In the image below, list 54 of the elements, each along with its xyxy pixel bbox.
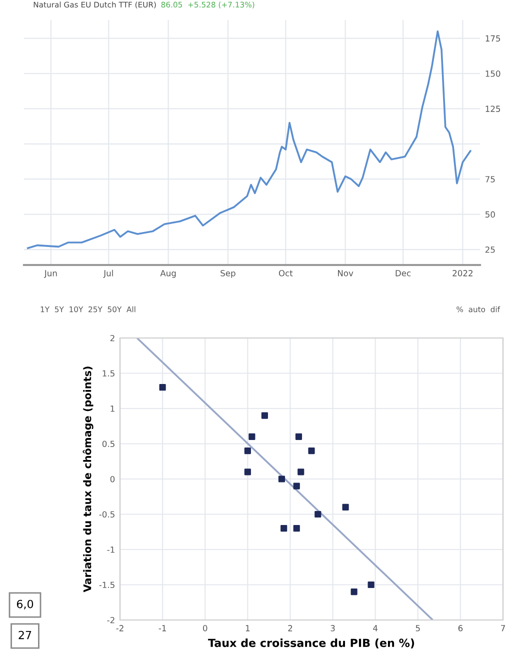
y-tick-label: 50 [486,211,495,218]
x-tick-label: 1 [246,625,250,632]
point [308,448,315,454]
point [261,412,268,419]
point [278,476,286,482]
point [280,525,288,532]
x-tick-label: Jun [44,270,57,278]
y-tick-label: 150 [486,70,500,77]
y-tick-label: -1.5 [99,582,114,588]
x-tick-label: -1 [158,625,166,632]
y-tick-label: 1.5 [102,370,114,377]
y-tick-label: 125 [486,106,500,112]
point [244,468,251,476]
point [350,588,358,596]
text: 27 [18,630,32,640]
point [295,433,302,440]
y-tick-label: 25 [485,246,495,253]
x-tick-label: 2022 [452,270,472,276]
x-tick-label: 0 [203,625,208,632]
x-tick-label: Sep [220,270,236,278]
point [368,581,374,588]
x-tick-label: Oct [278,270,293,276]
y-tick-label: 0.5 [102,440,114,448]
x-tick-label: Aug [160,270,176,278]
y-tick-label: 75 [486,176,495,182]
y-axis-title: Variation du taux de chômage (points) [82,366,94,592]
y-tick-label: -0.5 [99,511,114,518]
point [159,384,166,391]
point [342,504,349,510]
point [298,468,304,476]
x-tick-label: -2 [116,625,124,632]
x-axis-title: Taux de croissance du PIB (en %) [208,638,414,648]
text: 6,0 [16,600,34,610]
point [248,433,256,440]
y-tick-label: 1 [110,406,114,412]
x-tick-label: Dec [396,270,411,276]
x-tick-label: Jul [103,270,113,278]
x-tick-label: 2 [288,625,292,632]
y-tick-label: 0 [110,476,115,482]
x-tick-label: 6 [458,625,463,632]
y-tick-label: -1 [107,546,114,553]
point [293,525,300,532]
y-tick-label: -2 [107,616,114,624]
line-series [26,30,472,250]
point [293,482,300,490]
x-tick-label: 5 [416,625,420,632]
x-tick-label: 7 [501,625,505,632]
x-tick-label: 3 [330,625,335,632]
x-tick-label: 4 [373,625,378,632]
point [314,510,322,518]
y-tick-label: 2 [110,334,114,342]
x-tick-label: Nov [338,270,354,276]
point [244,448,251,454]
y-tick-label: 175 [486,35,500,42]
